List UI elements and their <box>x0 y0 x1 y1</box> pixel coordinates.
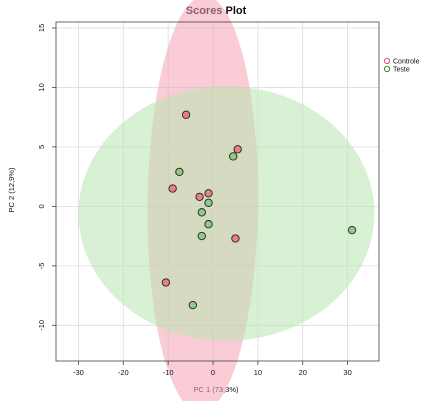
point-controle <box>231 234 240 243</box>
x-tick-label: 10 <box>254 368 262 377</box>
point-teste <box>175 167 184 177</box>
x-tick-label: 20 <box>299 368 307 377</box>
y-tick-label: 0 <box>37 204 46 208</box>
legend-label-teste: Teste <box>393 67 410 74</box>
point-teste <box>197 208 206 217</box>
point-teste <box>347 226 357 235</box>
y-axis-label: PC 2 (12,9%) <box>7 167 16 213</box>
ellipse-teste <box>78 86 375 341</box>
point-teste <box>204 220 213 229</box>
point-teste <box>204 198 213 207</box>
point-controle <box>161 278 171 287</box>
legend-marker-controle <box>383 57 391 65</box>
x-tick-label: -20 <box>118 368 129 377</box>
legend-marker-teste <box>383 65 391 73</box>
y-tick-label: 10 <box>37 83 46 91</box>
y-tick-label: -5 <box>37 263 46 270</box>
data-points <box>161 110 357 310</box>
point-controle <box>195 192 204 202</box>
x-tick-label: -30 <box>73 368 84 377</box>
point-teste <box>229 152 238 161</box>
legend-label-controle: Controle <box>393 59 420 66</box>
point-controle <box>204 189 213 198</box>
y-tick-label: 5 <box>37 145 46 149</box>
point-controle <box>233 145 242 154</box>
y-tick-label: -10 <box>37 320 46 331</box>
plot-frame <box>55 21 380 362</box>
x-tick-label: 0 <box>211 368 215 377</box>
axis-ticks: -30 -20 -10 0 10 20 30 -10 -5 0 5 10 15 <box>37 24 352 377</box>
x-tick-label: -10 <box>163 368 174 377</box>
point-controle <box>168 184 177 193</box>
x-tick-label: 30 <box>343 368 351 377</box>
point-teste <box>197 231 206 241</box>
point-controle <box>181 110 191 119</box>
confidence-ellipses <box>78 0 375 406</box>
point-teste <box>188 300 197 310</box>
y-tick-label: 15 <box>37 24 46 32</box>
